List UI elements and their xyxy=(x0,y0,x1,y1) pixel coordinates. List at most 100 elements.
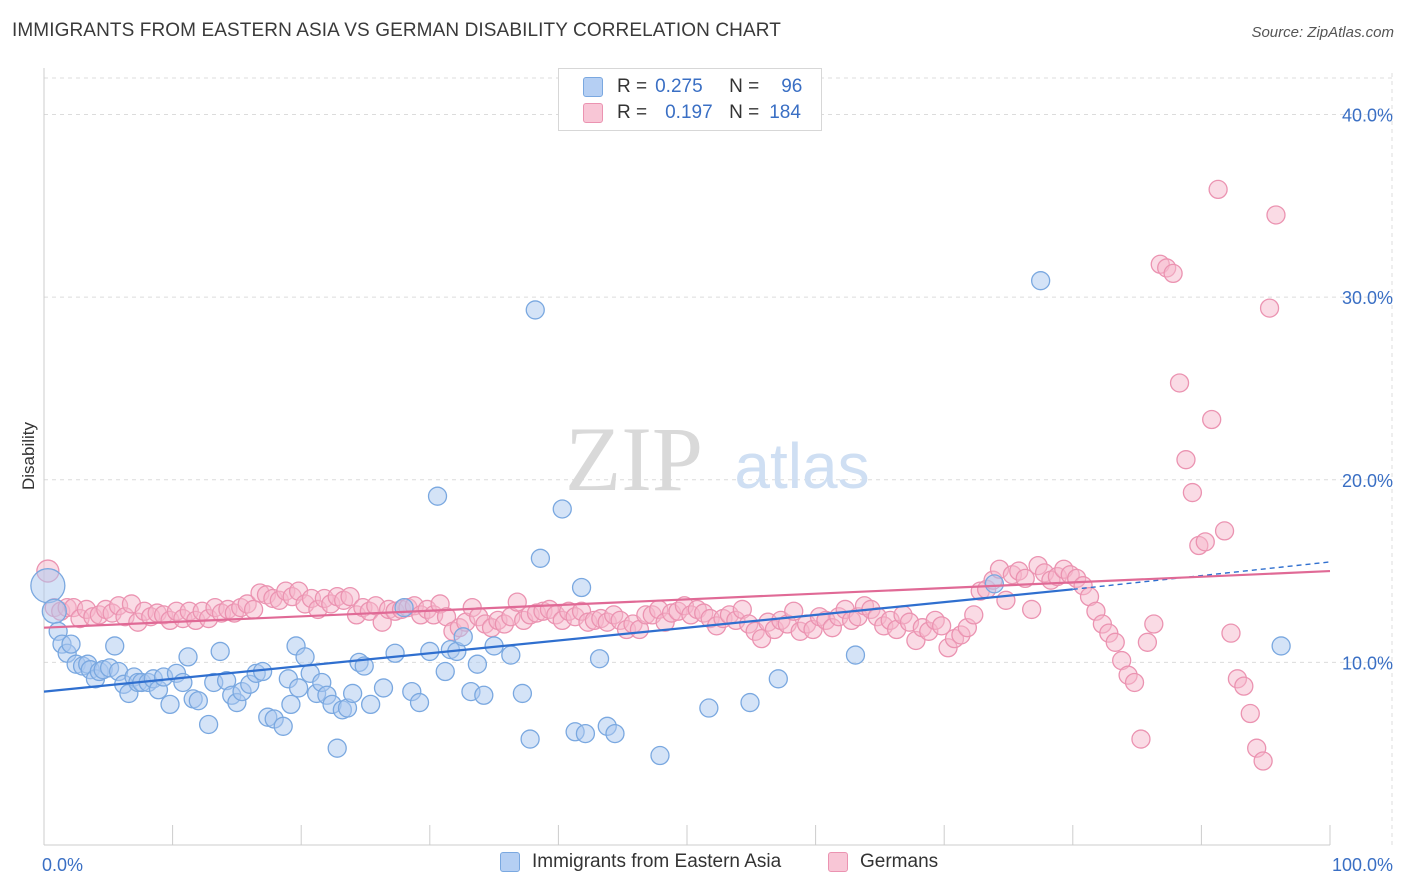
eastern-asia-point xyxy=(273,716,293,736)
germans-point xyxy=(1176,450,1196,470)
legend-row-blue: R = 0.275 N = 96 xyxy=(583,75,802,99)
germans-point xyxy=(1182,482,1203,503)
eastern-asia-point xyxy=(467,654,488,674)
legend-swatch-blue xyxy=(583,77,603,97)
germans-point xyxy=(1131,729,1151,749)
eastern-asia-point xyxy=(474,685,494,705)
chart-title: IMMIGRANTS FROM EASTERN ASIA VS GERMAN D… xyxy=(12,20,781,41)
eastern-asia-point xyxy=(373,678,394,698)
y-axis-label: Disability xyxy=(19,421,38,490)
germans-point xyxy=(1240,703,1260,724)
eastern-asia-point xyxy=(188,691,208,711)
eastern-asia-point xyxy=(288,678,309,698)
y-tick-label: 30.0% xyxy=(1342,288,1393,308)
germans-point xyxy=(964,605,984,625)
germans-point xyxy=(1163,263,1183,284)
watermark: ZIP atlas xyxy=(565,408,870,510)
axis-labels: 10.0% 20.0% 30.0% 40.0% 0.0% 100.0% xyxy=(42,106,1393,875)
source-label: Source: ZipAtlas.com xyxy=(1251,24,1394,41)
eastern-asia-point xyxy=(394,597,414,618)
eastern-asia-point xyxy=(525,300,545,320)
legend-n-value: 96 xyxy=(781,76,803,97)
watermark-atlas: atlas xyxy=(734,430,869,502)
legend-n-label: N = xyxy=(729,76,760,97)
eastern-asia-point xyxy=(552,499,572,519)
y-tick-label: 10.0% xyxy=(1342,653,1393,673)
eastern-asia-point xyxy=(178,647,198,667)
eastern-asia-point xyxy=(453,627,473,647)
eastern-asia-point xyxy=(501,645,521,665)
eastern-asia-point xyxy=(105,636,125,656)
eastern-asia-point xyxy=(427,486,448,506)
eastern-asia-point xyxy=(575,723,596,744)
eastern-asia-point xyxy=(435,661,455,682)
eastern-asia-point xyxy=(589,649,610,669)
axes xyxy=(43,68,1331,846)
legend-swatch-blue xyxy=(500,852,520,872)
grid-lines xyxy=(44,73,1393,845)
germans-point xyxy=(1253,751,1273,771)
eastern-asia-point xyxy=(30,568,66,604)
germans-point xyxy=(1144,614,1164,634)
x-tick-label: 100.0% xyxy=(1332,855,1393,875)
legend-r-value: 0.275 xyxy=(655,76,703,97)
germans-point xyxy=(1124,672,1145,693)
eastern-asia-point xyxy=(61,634,81,654)
eastern-asia-point xyxy=(605,723,625,744)
legend-r-value: 0.197 xyxy=(665,102,713,123)
germans-points xyxy=(36,179,1286,771)
eastern-asia-point xyxy=(699,698,719,718)
eastern-asia-point xyxy=(295,647,315,667)
legend-label: Germans xyxy=(860,851,939,872)
eastern-asia-point xyxy=(198,714,219,735)
x-tick-label: 0.0% xyxy=(42,855,83,875)
legend-label: Immigrants from Eastern Asia xyxy=(532,851,782,872)
eastern-asia-point xyxy=(281,694,301,715)
eastern-asia-points xyxy=(30,271,1291,766)
eastern-asia-point xyxy=(1031,271,1051,291)
eastern-asia-point xyxy=(740,692,760,713)
germans-point xyxy=(1021,599,1042,620)
legend-row-pink: R = 0.197 N = 184 xyxy=(583,101,801,125)
germans-point xyxy=(931,616,952,636)
eastern-asia-point xyxy=(530,548,551,568)
germans-point xyxy=(340,586,360,607)
germans-point xyxy=(1169,373,1190,393)
germans-point xyxy=(1137,632,1158,652)
eastern-asia-point xyxy=(41,598,67,624)
trend-lines xyxy=(43,561,1331,693)
legend-item-eastern-asia: Immigrants from Eastern Asia xyxy=(500,851,781,873)
legend-item-germans: Germans xyxy=(828,851,938,873)
eastern-asia-point xyxy=(650,745,670,766)
germans-point xyxy=(1234,676,1254,696)
legend-r-label: R = xyxy=(617,76,648,97)
eastern-asia-point xyxy=(210,641,230,662)
legend-swatch-pink xyxy=(583,103,603,123)
eastern-asia-point xyxy=(360,694,381,715)
eastern-asia-point xyxy=(1271,636,1291,656)
germans-trend-line xyxy=(43,569,1331,629)
germans-point xyxy=(1214,521,1235,541)
eastern-asia-point xyxy=(768,669,788,689)
germans-point xyxy=(1266,205,1286,225)
germans-point xyxy=(1195,532,1215,552)
legend-n-value: 184 xyxy=(769,102,801,123)
eastern-asia-point xyxy=(342,683,363,704)
germans-point xyxy=(1208,179,1228,200)
germans-point xyxy=(1105,632,1125,652)
y-tick-label: 40.0% xyxy=(1342,106,1393,126)
germans-point xyxy=(996,590,1016,610)
legend-n-label: N = xyxy=(729,102,760,123)
eastern-asia-point xyxy=(520,729,540,749)
germans-point xyxy=(1015,568,1035,589)
y-tick-label: 20.0% xyxy=(1342,471,1393,491)
eastern-asia-point xyxy=(984,574,1005,594)
germans-point xyxy=(1221,623,1241,643)
eastern-asia-trend-line xyxy=(43,588,1073,693)
eastern-asia-point xyxy=(512,683,533,704)
eastern-asia-point xyxy=(420,641,440,662)
eastern-asia-point xyxy=(354,656,374,676)
legend-r-label: R = xyxy=(617,102,648,123)
eastern-asia-point xyxy=(327,738,347,758)
